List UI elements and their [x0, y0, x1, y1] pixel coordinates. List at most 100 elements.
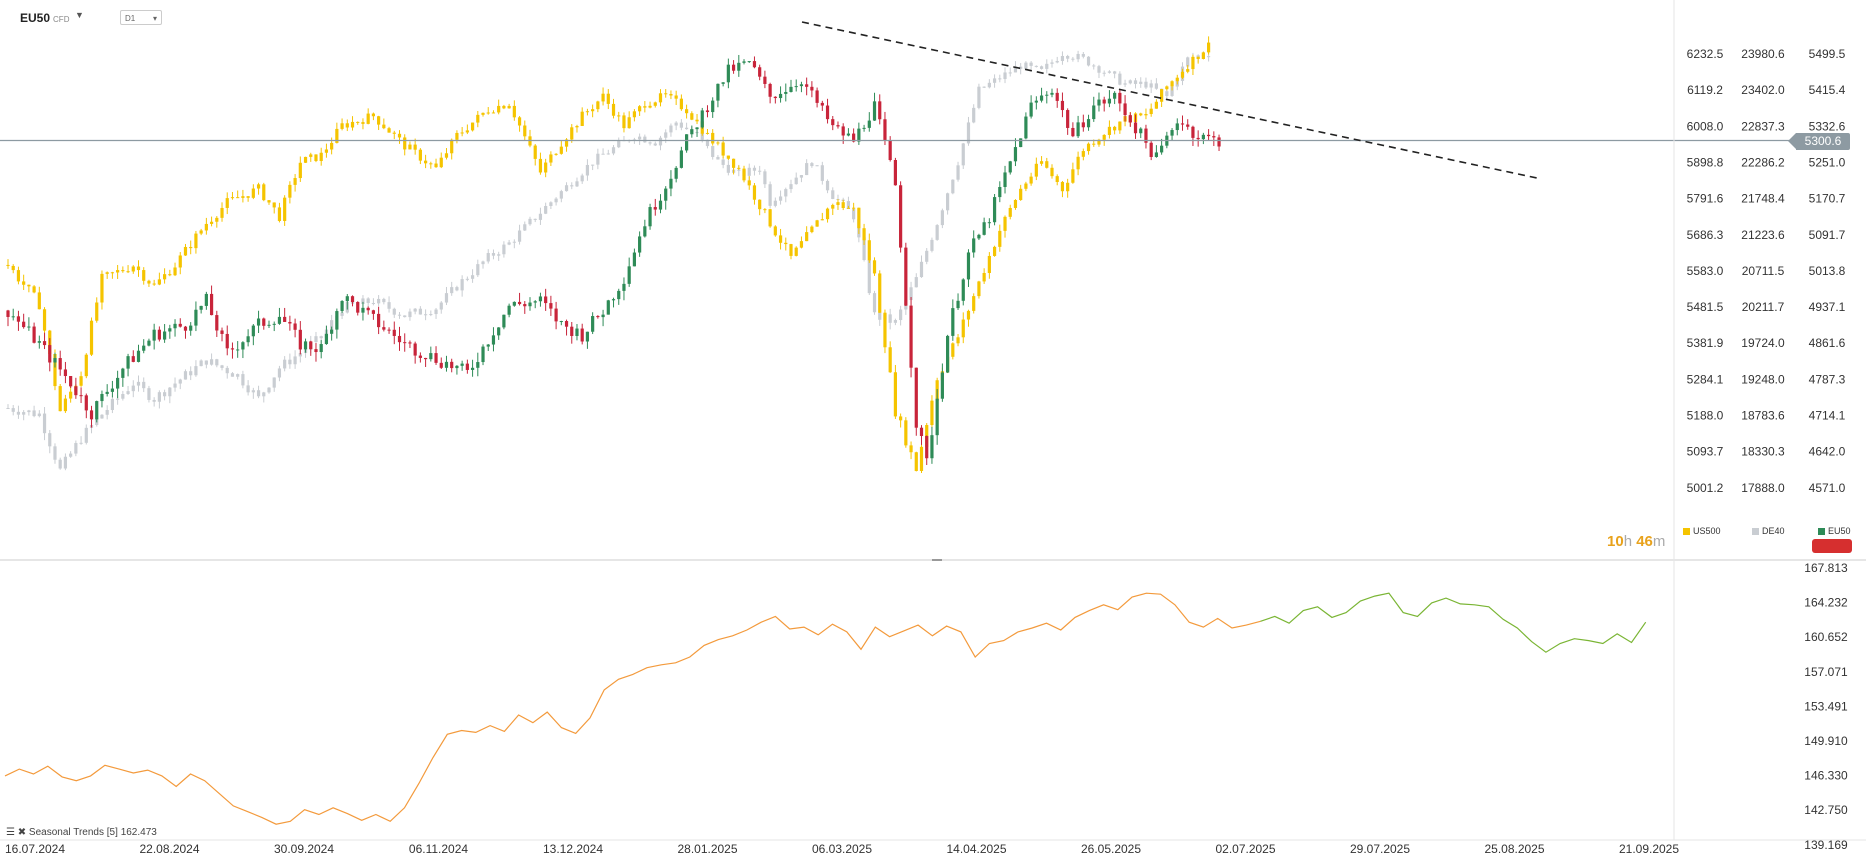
de40-candle: [611, 147, 616, 154]
us500-candle: [22, 281, 26, 285]
chevron-down-icon[interactable]: ▼: [75, 10, 84, 20]
de40-candle: [716, 156, 720, 160]
eu50-candle: [617, 290, 621, 300]
us500-candle: [872, 260, 877, 274]
eu50-candle: [345, 296, 349, 302]
eu50-candle: [356, 302, 360, 313]
de40-candle: [251, 390, 255, 393]
de40-candle: [225, 367, 229, 374]
timeframe-select[interactable]: D1 ▾: [120, 10, 162, 25]
eu50-candle: [904, 247, 908, 306]
eu50-candle: [157, 329, 161, 340]
us500-candle: [236, 197, 240, 199]
eu50-candle: [230, 348, 235, 350]
us500-candle: [392, 132, 396, 134]
de40-candle: [1019, 66, 1023, 69]
us500-candle: [168, 274, 172, 276]
us500-candle: [711, 132, 715, 144]
us500-candle: [251, 188, 255, 198]
trendline[interactable]: [801, 21, 1540, 180]
us500-candle: [283, 197, 287, 221]
axis-label-de40: 20711.5: [1742, 264, 1785, 278]
indicator-label[interactable]: ☰ ✖ Seasonal Trends [5] 162.473: [6, 827, 157, 838]
eu50-candle: [502, 314, 506, 328]
eu50-candle: [1071, 127, 1075, 137]
current-price-tag: 5300.6: [1788, 133, 1850, 150]
eu50-candle: [925, 436, 929, 459]
axis-label-de40: 18330.3: [1741, 445, 1785, 459]
eu50-candle: [794, 86, 798, 88]
de40-candle: [486, 253, 490, 262]
sell-button[interactable]: [1812, 539, 1852, 553]
eu50-candle: [1170, 130, 1174, 136]
eu50-candle: [784, 91, 788, 94]
de40-candle: [58, 459, 62, 469]
eu50-candle: [930, 435, 934, 459]
eu50-candle: [42, 341, 47, 346]
de40-candle: [674, 122, 678, 126]
de40-candle: [669, 125, 673, 133]
axis-label-seasonal: 139.169: [1804, 838, 1848, 852]
pane-resize-handle[interactable]: [932, 559, 942, 561]
axis-label-eu50: 5013.8: [1809, 264, 1846, 278]
de40-candle: [768, 184, 772, 206]
seasonal-historical-line: [4, 592, 1261, 825]
eu50-candle: [6, 310, 10, 317]
de40-candle: [643, 136, 647, 143]
eu50-candle: [1175, 123, 1179, 131]
us500-candle: [638, 106, 642, 112]
us500-candle: [319, 152, 323, 162]
us500-candle: [1076, 156, 1080, 170]
us500-candle: [716, 142, 720, 144]
de40-candle: [559, 191, 563, 199]
us500-candle: [345, 123, 349, 128]
de40-candle: [408, 311, 412, 318]
eu50-series: [6, 54, 1221, 466]
eu50-candle: [737, 62, 741, 71]
indicator-menu-icon[interactable]: ☰: [6, 827, 15, 838]
us500-candle: [444, 153, 449, 158]
de40-candle: [992, 78, 997, 83]
us500-candle: [919, 446, 924, 471]
us500-candle: [27, 284, 31, 287]
us500-candle: [225, 198, 229, 208]
date-label: 06.11.2024: [409, 842, 468, 856]
indicator-close-icon[interactable]: ✖: [17, 827, 27, 838]
eu50-candle: [867, 120, 871, 128]
de40-candle: [502, 244, 506, 255]
axis-label-eu50: 5251.0: [1809, 155, 1846, 169]
eu50-candle: [1123, 103, 1127, 116]
chevron-down-icon: ▾: [152, 14, 157, 23]
eu50-candle: [596, 316, 600, 318]
seasonal-projection-line: [1260, 592, 1647, 653]
de40-candle: [1113, 71, 1117, 74]
us500-candle: [418, 149, 422, 161]
eu50-candle: [638, 236, 642, 253]
us500-candle: [1097, 139, 1101, 145]
de40-candle: [909, 287, 913, 301]
symbol-selector[interactable]: EU50 CFD: [20, 11, 69, 25]
de40-candle: [460, 279, 464, 291]
eu50-candle: [716, 83, 720, 101]
us500-candle: [705, 132, 710, 134]
de40-candle: [778, 196, 783, 201]
de40-candle: [194, 366, 198, 376]
eu50-candle: [241, 342, 245, 350]
us500-candle: [956, 337, 960, 344]
de40-candle: [831, 190, 835, 199]
de40-candle: [199, 360, 203, 367]
de40-candle: [204, 360, 208, 365]
us500-candle: [570, 127, 574, 140]
eu50-candle: [653, 207, 657, 210]
axis-label-de40: 21748.4: [1741, 192, 1785, 206]
de40-candle: [1008, 72, 1012, 74]
eu50-candle: [846, 133, 851, 136]
de40-candle: [429, 314, 433, 316]
eu50-candle: [100, 393, 104, 402]
legend-item-de40: DE40: [1752, 526, 1785, 536]
de40-candle: [173, 383, 177, 388]
eu50-candle: [324, 333, 329, 345]
de40-candle: [392, 308, 396, 315]
us500-candle: [1149, 108, 1153, 115]
